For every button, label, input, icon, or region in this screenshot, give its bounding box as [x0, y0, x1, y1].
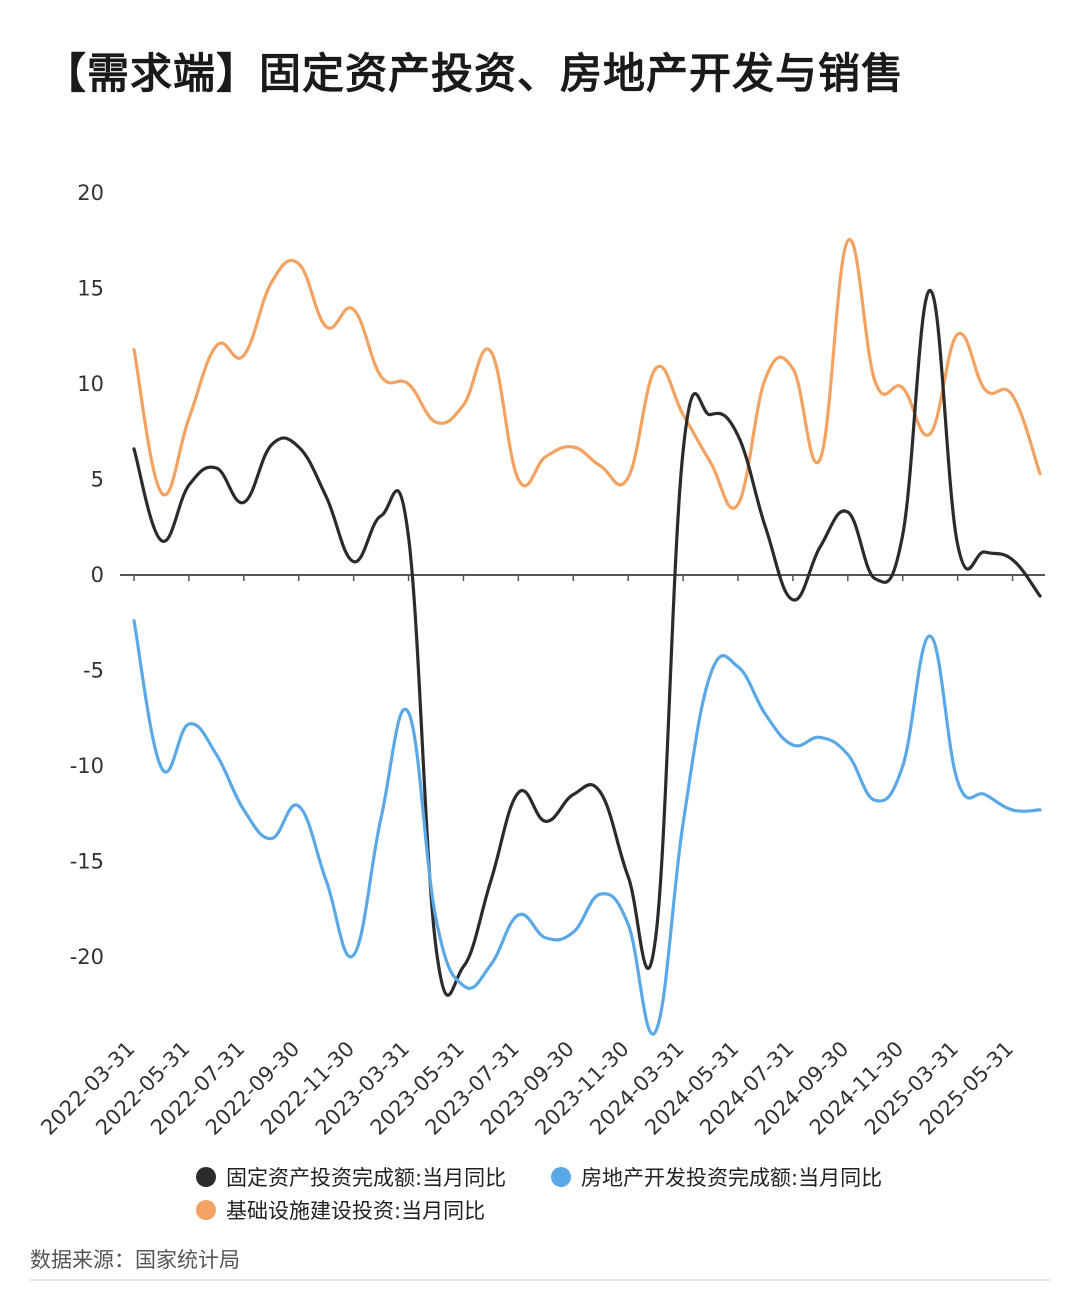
- x-tick-label: 2022-03-31: [36, 1037, 139, 1140]
- legend-label-1: 房地产开发投资完成额:当月同比: [581, 1166, 882, 1190]
- y-tick-label: 10: [77, 372, 104, 396]
- x-axis: [120, 574, 1045, 581]
- y-tick-label: 15: [77, 277, 104, 301]
- line-chart: 20 15 10 5 0 -5 -10 -15 -20 2022-03-312022-05-31…: [36, 181, 1045, 1223]
- series-line-2: [132, 238, 1042, 510]
- legend: 固定资产投资完成额:当月同比 房地产开发投资完成额:当月同比基础设施建设投资:当月…: [196, 1166, 882, 1223]
- data-source: 数据来源：国家统计局: [30, 1248, 240, 1272]
- footer-divider: [30, 1279, 1050, 1281]
- legend-marker-2: [196, 1200, 216, 1220]
- x-axis-tick-labels: 2022-03-312022-05-312022-07-312022-09-30…: [36, 1037, 1018, 1140]
- y-axis-ticks: 20 15 10 5 0 -5 -10 -15 -20: [70, 181, 104, 969]
- y-tick-label: 5: [91, 468, 104, 492]
- y-tick-label: -5: [83, 659, 104, 683]
- legend-marker-1: [551, 1167, 571, 1187]
- legend-label-2: 基础设施建设投资:当月同比: [226, 1199, 485, 1223]
- series-lines: [132, 238, 1042, 1036]
- y-tick-label: -20: [70, 945, 104, 969]
- y-tick-label: -15: [70, 850, 104, 874]
- legend-marker-0: [196, 1167, 216, 1187]
- legend-label-0: 固定资产投资完成额:当月同比: [226, 1166, 506, 1190]
- y-tick-label: -10: [70, 754, 104, 778]
- series-line-1: [132, 619, 1042, 1036]
- series-line-0: [132, 288, 1042, 997]
- y-tick-label: 0: [91, 563, 104, 587]
- chart-title: 【需求端】固定资产投资、房地产开发与销售: [44, 49, 905, 98]
- y-tick-label: 20: [77, 181, 104, 205]
